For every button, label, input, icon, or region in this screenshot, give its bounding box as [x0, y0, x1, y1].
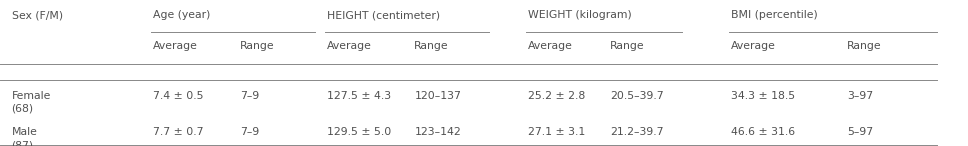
Text: HEIGHT (centimeter): HEIGHT (centimeter) — [327, 10, 440, 20]
Text: WEIGHT (kilogram): WEIGHT (kilogram) — [528, 10, 631, 20]
Text: Female
(68): Female (68) — [12, 91, 51, 114]
Text: Sex (F/M): Sex (F/M) — [12, 10, 63, 20]
Text: 21.2–39.7: 21.2–39.7 — [610, 127, 663, 137]
Text: 127.5 ± 4.3: 127.5 ± 4.3 — [327, 91, 391, 100]
Text: Range: Range — [240, 41, 275, 51]
Text: 7.4 ± 0.5: 7.4 ± 0.5 — [153, 91, 203, 100]
Text: 123–142: 123–142 — [414, 127, 461, 137]
Text: Average: Average — [731, 41, 775, 51]
Text: 7–9: 7–9 — [240, 91, 259, 100]
Text: 129.5 ± 5.0: 129.5 ± 5.0 — [327, 127, 391, 137]
Text: 7–9: 7–9 — [240, 127, 259, 137]
Text: Range: Range — [610, 41, 645, 51]
Text: Average: Average — [327, 41, 372, 51]
Text: Age (year): Age (year) — [153, 10, 210, 20]
Text: 20.5–39.7: 20.5–39.7 — [610, 91, 663, 100]
Text: 7.7 ± 0.7: 7.7 ± 0.7 — [153, 127, 203, 137]
Text: Range: Range — [847, 41, 882, 51]
Text: Average: Average — [153, 41, 197, 51]
Text: Range: Range — [414, 41, 449, 51]
Text: Average: Average — [528, 41, 572, 51]
Text: BMI (percentile): BMI (percentile) — [731, 10, 818, 20]
Text: Male
(87): Male (87) — [12, 127, 38, 146]
Text: 34.3 ± 18.5: 34.3 ± 18.5 — [731, 91, 795, 100]
Text: 46.6 ± 31.6: 46.6 ± 31.6 — [731, 127, 795, 137]
Text: 25.2 ± 2.8: 25.2 ± 2.8 — [528, 91, 585, 100]
Text: 120–137: 120–137 — [414, 91, 461, 100]
Text: 3–97: 3–97 — [847, 91, 873, 100]
Text: 5–97: 5–97 — [847, 127, 873, 137]
Text: 27.1 ± 3.1: 27.1 ± 3.1 — [528, 127, 585, 137]
